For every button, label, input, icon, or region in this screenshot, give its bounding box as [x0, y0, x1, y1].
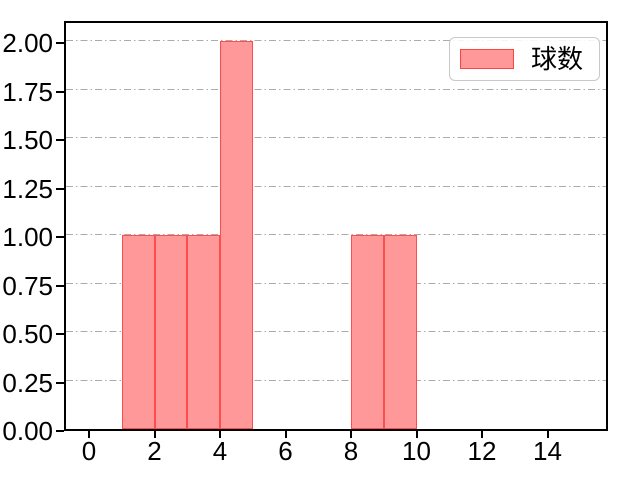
x-tick	[88, 431, 90, 438]
y-tick	[56, 42, 64, 44]
plot-area	[64, 21, 608, 431]
x-tick-label: 0	[81, 436, 97, 466]
gridline	[66, 88, 606, 91]
gridline	[66, 137, 606, 139]
gridline	[66, 282, 606, 285]
x-tick-label: 4	[212, 436, 228, 466]
x-tick-label: 6	[278, 436, 293, 466]
y-tick-label: 0.25	[2, 367, 53, 398]
histogram-bar	[220, 41, 253, 429]
y-tick	[56, 187, 64, 190]
y-tick	[56, 430, 64, 432]
x-tick	[481, 431, 483, 438]
x-tick-label: 2	[147, 436, 162, 466]
legend: 球数	[449, 37, 600, 81]
x-tick-label: 14	[533, 436, 562, 466]
y-tick	[56, 284, 64, 287]
gridline	[66, 185, 606, 188]
x-tick	[546, 431, 549, 438]
histogram-bar	[121, 235, 155, 429]
x-tick	[153, 431, 156, 438]
x-tick	[219, 431, 221, 438]
y-tick	[56, 236, 64, 238]
y-tick-label: 1.25	[2, 173, 53, 204]
y-tick-label: 1.50	[2, 125, 53, 155]
histogram-bar	[383, 235, 417, 429]
y-tick-label: 1.75	[2, 76, 53, 107]
legend-label: 球数	[531, 44, 584, 74]
y-tick-label: 0.75	[2, 270, 53, 301]
x-tick-label: 12	[467, 436, 497, 466]
y-tick-label: 0.50	[2, 319, 53, 349]
gridline	[66, 40, 606, 42]
histogram-bar	[187, 235, 220, 429]
x-tick	[284, 431, 287, 438]
y-tick	[56, 90, 64, 93]
legend-color-swatch	[460, 49, 514, 69]
gridline	[66, 379, 606, 382]
x-tick	[415, 431, 418, 438]
x-tick-label: 8	[343, 436, 359, 466]
y-tick-label: 0.00	[2, 416, 53, 446]
x-tick	[350, 431, 352, 438]
x-tick-label: 10	[402, 436, 431, 466]
y-tick	[56, 333, 64, 335]
histogram-bar	[351, 235, 384, 429]
y-tick-label: 2.00	[2, 28, 53, 58]
y-tick	[56, 381, 64, 384]
y-tick-label: 1.00	[2, 222, 53, 252]
histogram-bar	[154, 235, 188, 429]
gridline	[66, 234, 606, 236]
y-tick	[56, 139, 64, 141]
gridline	[66, 331, 606, 333]
